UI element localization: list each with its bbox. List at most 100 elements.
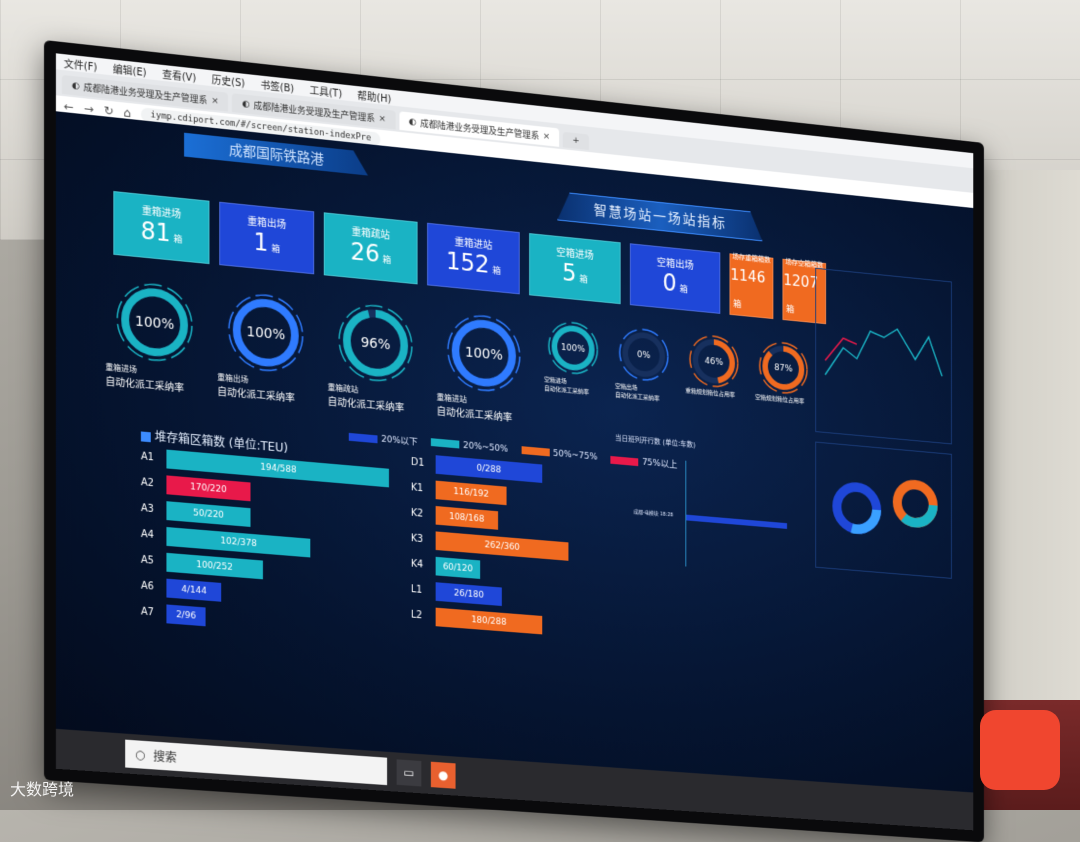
ring-value: 96% <box>361 335 391 353</box>
dashboard: 成都国际铁路港 智慧场站一场站指标 重箱进场 81 箱重箱出场 1 箱重箱疏站 26 箱重箱… <box>56 111 973 792</box>
close-icon[interactable]: × <box>543 131 550 141</box>
kpi-card: 重箱出场 1 箱 <box>219 202 314 275</box>
favicon-icon: ◐ <box>409 117 416 128</box>
grid-icon <box>141 431 151 442</box>
ring-gauge: 100% <box>113 277 195 368</box>
bar-category: D1 <box>411 457 436 470</box>
bar-category: A1 <box>141 451 167 464</box>
kpi-value: 5箱 <box>562 258 587 293</box>
bar-category: A5 <box>141 555 167 568</box>
ring-gauge: 100% <box>547 318 599 377</box>
kpi-unit: 箱 <box>271 244 280 255</box>
bar-category: A7 <box>141 606 167 619</box>
kpi-unit: 箱 <box>786 305 794 315</box>
display-screen: 文件(F) 编辑(E) 查看(V) 历史(S) 书签(B) 工具(T) 帮助(H… <box>44 40 984 842</box>
bar-category: L2 <box>411 610 436 623</box>
kpi-unit: 箱 <box>492 266 500 277</box>
donut-panel <box>815 442 952 579</box>
ring-caption: 自动化派工采纳率 <box>105 373 184 395</box>
bar-fill: 180/288 <box>436 608 542 635</box>
kpi-unit: 箱 <box>679 284 687 294</box>
rate-ring: 100% 空箱进场 自动化派工采纳率 <box>544 318 602 397</box>
kpi-card: 场存重箱箱数 1146箱 <box>729 253 773 319</box>
train-bar <box>686 515 787 529</box>
close-icon[interactable]: × <box>379 113 386 124</box>
train-row-label: 成都-电模块 18:28 <box>634 508 674 518</box>
rate-ring: 100% 重箱进场 自动化派工采纳率 <box>105 276 203 396</box>
bar-category: A3 <box>141 503 167 516</box>
kpi-value: 1146箱 <box>730 261 772 322</box>
kpi-value: 81 箱 <box>141 216 183 254</box>
ring-caption: 自动化派工采纳率 <box>217 383 295 405</box>
favicon-icon: ◐ <box>242 99 250 110</box>
bar-category: K4 <box>411 559 436 572</box>
kpi-card: 重箱进站 152 箱 <box>427 223 520 295</box>
ring-caption: 自动化派工采纳率 <box>437 403 513 424</box>
ring-value: 46% <box>705 357 724 368</box>
kpi-card: 重箱疏站 26 箱 <box>324 212 418 284</box>
rate-ring: 46% 重箱规划箱位占用率 <box>685 332 742 400</box>
bar-category: A6 <box>141 581 167 594</box>
kpi-unit: 箱 <box>174 234 183 245</box>
ring-caption: 自动化派工采纳率 <box>328 393 405 415</box>
kpi-card: 空箱进场 5 箱 <box>529 233 621 304</box>
bar-column-left: A1 194/588 A2 170/220 A3 50/220 A4 102/378 A5 100… <box>141 446 389 641</box>
trend-line-chart <box>816 269 949 424</box>
bar-fill: 2/96 <box>166 604 205 626</box>
kpi-unit: 箱 <box>383 255 392 266</box>
train-panel: 当日班列开行数 (单位:车数) 成都-电模块 18:28 <box>615 433 803 584</box>
rate-ring: 100% 重箱出场 自动化派工采纳率 <box>217 287 314 407</box>
kpi-card: 空箱出场 0 箱 <box>630 243 720 314</box>
close-icon[interactable]: × <box>211 95 218 106</box>
legend-item: 50%~75% <box>521 446 597 462</box>
kpi-value: 26 箱 <box>350 237 391 274</box>
ring-value: 100% <box>135 314 174 334</box>
kpi-value: 0箱 <box>663 268 688 303</box>
bar-fill: 50/220 <box>166 501 250 527</box>
bar-category: A4 <box>141 529 167 542</box>
bar-category: K1 <box>411 482 436 495</box>
bar-fill: 100/252 <box>166 553 262 579</box>
kpi-card: 重箱进场 81 箱 <box>113 191 209 264</box>
ring-gauge: 100% <box>225 287 306 378</box>
bar-category: K2 <box>411 508 436 521</box>
kpi-unit: 箱 <box>579 274 587 285</box>
bar-fill: 116/192 <box>436 481 507 506</box>
bar-category: K3 <box>411 533 436 546</box>
bar-fill: 262/360 <box>436 531 569 560</box>
ring-caption: 自动化派工采纳率 <box>544 383 589 396</box>
ring-caption: 自动化派工采纳率 <box>615 390 660 403</box>
trend-line-panel <box>815 268 952 445</box>
ring-value: 87% <box>774 363 793 374</box>
kpi-unit: 箱 <box>733 299 741 309</box>
browser-app-icon[interactable]: ● <box>431 762 456 789</box>
kpi-value: 1箱 <box>254 227 280 263</box>
ring-value: 0% <box>637 350 651 361</box>
legend-item: 20%~50% <box>431 438 508 455</box>
screen-content: 文件(F) 编辑(E) 查看(V) 历史(S) 书签(B) 工具(T) 帮助(H… <box>56 53 973 830</box>
rate-ring: 100% 重箱进站 自动化派工采纳率 <box>437 308 531 426</box>
bar-fill: 26/180 <box>436 582 503 606</box>
ring-gauge: 96% <box>335 298 415 388</box>
favicon-icon: ◐ <box>72 80 80 91</box>
ring-gauge: 87% <box>758 339 809 397</box>
bar-fill: 0/288 <box>436 455 542 483</box>
rate-ring: 96% 重箱疏站 自动化派工采纳率 <box>328 297 424 416</box>
search-icon: ○ <box>135 747 145 762</box>
ring-value: 100% <box>246 324 285 343</box>
taskview-icon[interactable]: ▭ <box>397 759 422 786</box>
publisher-logo <box>980 710 1060 790</box>
page-title: 智慧场站一场站指标 <box>557 191 762 241</box>
ring-gauge: 100% <box>444 308 523 397</box>
rate-ring: 87% 空箱规划箱位占用率 <box>755 338 811 406</box>
bar-category: A2 <box>141 477 167 490</box>
ring-value: 100% <box>465 345 503 364</box>
ring-value: 100% <box>561 343 585 355</box>
legend-item: 20%以下 <box>349 429 418 448</box>
rate-ring: 0% 空箱出场 自动化派工采纳率 <box>615 325 672 404</box>
bar-fill: 108/168 <box>436 506 498 530</box>
ring-gauge: 0% <box>618 325 670 384</box>
donut-charts <box>816 443 949 569</box>
new-tab-button[interactable]: + <box>563 132 589 150</box>
bar-fill: 170/220 <box>166 475 250 501</box>
